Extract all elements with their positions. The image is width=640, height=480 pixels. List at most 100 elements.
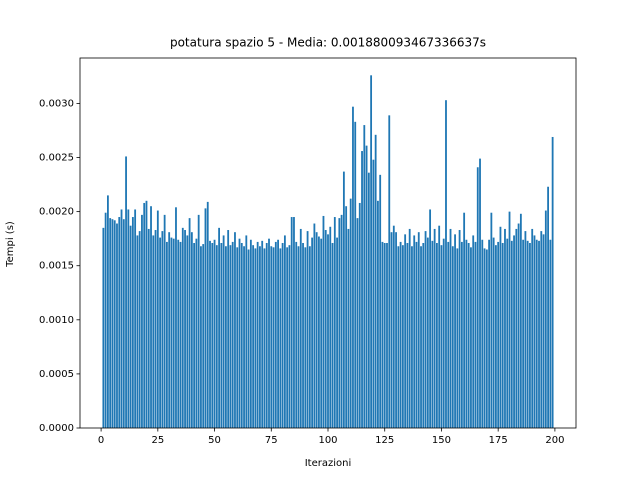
bar: [254, 248, 257, 428]
bar: [227, 230, 230, 428]
bar: [354, 121, 357, 428]
bar: [184, 230, 186, 428]
bar: [179, 241, 182, 428]
bar: [504, 228, 506, 428]
bar: [549, 239, 552, 428]
bar: [417, 232, 420, 428]
bar: [451, 246, 454, 428]
bar: [265, 243, 268, 428]
bar: [460, 241, 463, 428]
bar: [374, 134, 377, 428]
bar: [145, 200, 148, 428]
bar: [358, 202, 361, 428]
bar: [345, 206, 348, 428]
bar: [163, 214, 166, 428]
bar: [288, 245, 291, 428]
y-tick-label: 0.0005: [39, 369, 74, 380]
bar: [236, 247, 239, 428]
bar: [526, 240, 529, 428]
bar: [175, 207, 177, 428]
bar: [229, 245, 232, 428]
bar: [177, 239, 180, 428]
bar: [522, 239, 525, 428]
bar: [313, 223, 316, 428]
bar: [379, 174, 382, 428]
y-tick-label: 0.0015: [39, 261, 74, 272]
bar: [372, 159, 375, 428]
x-tick-label: 125: [375, 435, 394, 446]
bar: [215, 245, 218, 428]
bar: [286, 247, 289, 428]
x-tick-label: 0: [98, 435, 104, 446]
bar: [147, 228, 150, 428]
x-axis-label: Iterazioni: [305, 458, 352, 469]
x-tick-label: 175: [489, 435, 508, 446]
bar: [340, 214, 343, 428]
bar: [392, 225, 395, 428]
bar: [436, 243, 438, 428]
bar: [120, 209, 123, 428]
bar: [302, 243, 304, 428]
bar: [190, 232, 193, 428]
bar: [472, 235, 475, 428]
y-tick-label: 0.0010: [39, 315, 74, 326]
bar: [150, 206, 152, 428]
bar: [129, 225, 132, 428]
bar: [367, 172, 370, 428]
bar: [483, 248, 486, 428]
bar: [467, 243, 470, 428]
bar: [324, 230, 327, 428]
bar: [377, 200, 379, 428]
bar: [125, 156, 127, 428]
bar: [138, 231, 141, 428]
bar: [297, 246, 300, 428]
y-tick-label: 0.0025: [39, 153, 74, 164]
bar: [127, 209, 130, 428]
bar: [381, 241, 384, 428]
bar: [365, 145, 368, 428]
bar: [399, 241, 402, 428]
bar: [463, 212, 466, 428]
bar: [261, 240, 264, 428]
bar: [447, 241, 450, 428]
bar: [165, 241, 168, 428]
bar: [252, 245, 255, 428]
bar: [481, 239, 484, 428]
y-axis-label: Tempi (s): [5, 221, 16, 268]
bar: [476, 167, 479, 428]
bar: [306, 231, 309, 428]
bar: [465, 239, 468, 428]
bar: [102, 227, 105, 428]
bar: [538, 240, 540, 428]
bar: [116, 223, 118, 428]
bar: [245, 235, 248, 428]
bar: [408, 228, 411, 428]
x-tick-label: 50: [208, 435, 221, 446]
bar: [458, 230, 461, 428]
bar: [395, 232, 397, 428]
bar: [315, 232, 318, 428]
bar: [406, 243, 409, 428]
bar: [485, 249, 488, 428]
bar: [510, 240, 513, 428]
bar: [492, 237, 495, 428]
bar: [159, 237, 162, 428]
bar: [519, 213, 522, 428]
bar: [156, 210, 159, 428]
bar: [531, 228, 534, 428]
bar: [551, 136, 554, 428]
bar: [290, 217, 293, 428]
bar: [349, 198, 352, 428]
bar: [231, 241, 234, 428]
bar: [454, 234, 456, 428]
bar: [415, 241, 418, 428]
x-tick-label: 100: [318, 435, 337, 446]
bar: [277, 239, 279, 428]
bar: [259, 246, 261, 428]
bar: [438, 225, 441, 428]
bar: [470, 247, 472, 428]
bar: [333, 217, 336, 428]
bar: [363, 125, 366, 429]
bar: [442, 238, 445, 428]
bar: [540, 231, 543, 428]
